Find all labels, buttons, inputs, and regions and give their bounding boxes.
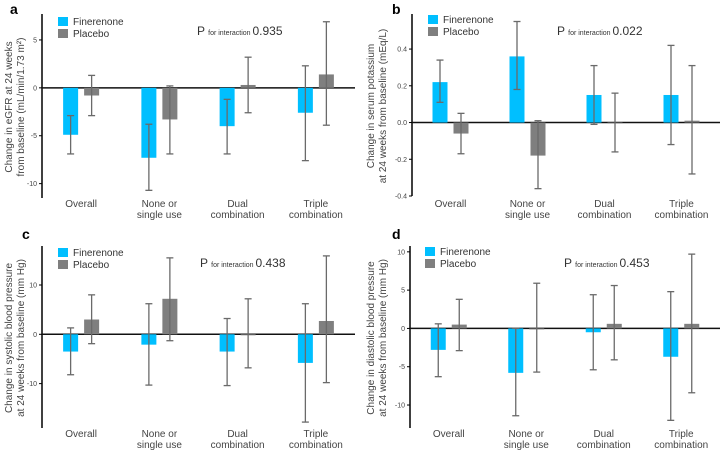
y-tick-label: 0.4 (397, 47, 407, 54)
legend-swatch-finerenone (58, 248, 68, 257)
y-tick-label: 5 (401, 288, 405, 295)
panel-b: b 0.4 0.2 0.0 -0.2 -0.4 Change in serum potass… (360, 0, 723, 225)
p-value: 0.935 (252, 24, 282, 38)
chart-potassium: b 0.4 0.2 0.0 -0.2 -0.4 Change in serum potass… (366, 1, 720, 221)
y-tick-label: 0.2 (397, 83, 407, 90)
legend-label-placebo: Placebo (73, 29, 110, 40)
category-label: Overall (433, 429, 465, 440)
panel-letter: b (392, 1, 401, 17)
category-label: Dual (227, 199, 248, 210)
y-tick-label: 10 (397, 249, 405, 256)
panel-c: c 10 0 -10 Change in systolic blood pressure… (0, 225, 360, 453)
category-label: single use (137, 440, 182, 451)
category-label: Triple (304, 199, 329, 210)
p-subscript: for interaction (211, 262, 255, 269)
panel-d: d 10 5 0 -5 -10 Change in diastolic blood pres… (360, 225, 723, 453)
p-interaction-annotation: P for interaction 0.022 (557, 24, 643, 38)
panel-letter: c (22, 226, 30, 242)
p-label: P (564, 256, 575, 270)
legend-swatch-placebo (428, 27, 438, 36)
p-label: P (197, 24, 208, 38)
legend-swatch-placebo (58, 29, 68, 38)
p-value: 0.022 (612, 24, 642, 38)
category-label: Overall (65, 199, 97, 210)
category-label: Triple (669, 199, 694, 210)
p-subscript: for interaction (568, 30, 612, 37)
legend-swatch-finerenone (58, 17, 68, 26)
y-tick-label: -5 (399, 364, 405, 371)
p-label: P (200, 256, 211, 270)
chart-diastolic-bp: d 10 5 0 -5 -10 Change in diastolic blood pres… (366, 226, 720, 451)
p-interaction-annotation: P for interaction 0.438 (200, 256, 286, 270)
legend-label-finerenone: Finerenone (443, 15, 494, 26)
y-tick-label: -5 (31, 133, 37, 140)
y-axis-label: at 24 weeks from baseline (mm Hg) (16, 259, 27, 417)
chart-systolic-bp: c 10 0 -10 Change in systolic blood pressure… (4, 226, 355, 451)
panel-a: a 5 0 -5 -10 Change in eGFR at 24 weeks from b… (0, 0, 360, 225)
y-axis-label: Change in serum potassium (366, 44, 377, 169)
y-axis-label: Change in diastolic blood pressure (366, 261, 377, 415)
category-label: None or (142, 199, 178, 210)
legend-label-placebo: Placebo (440, 259, 477, 270)
legend-label-finerenone: Finerenone (440, 247, 491, 258)
category-label: single use (504, 440, 549, 451)
y-tick-label: 0 (33, 332, 37, 339)
legend-swatch-finerenone (425, 247, 435, 256)
category-label: None or (508, 429, 544, 440)
p-label: P (557, 24, 568, 38)
legend-swatch-finerenone (428, 15, 438, 24)
category-label: combination (655, 210, 709, 221)
category-label: single use (505, 210, 550, 221)
legend-label-finerenone: Finerenone (73, 248, 124, 259)
category-label: None or (142, 429, 178, 440)
category-label: Dual (593, 429, 614, 440)
category-label: combination (577, 440, 631, 451)
y-axis-label: at 24 weeks from baseline (mm Hg) (378, 259, 389, 417)
legend-label-placebo: Placebo (443, 27, 480, 38)
category-label: combination (289, 210, 343, 221)
y-axis-label: Change in eGFR at 24 weeks (4, 41, 15, 172)
p-interaction-annotation: P for interaction 0.935 (197, 24, 283, 38)
category-label: Overall (65, 429, 97, 440)
chart-egfr: a 5 0 -5 -10 Change in eGFR at 24 weeks from b… (4, 1, 355, 221)
panel-letter: a (10, 1, 18, 17)
category-label: combination (654, 440, 708, 451)
y-axis-label: Change in systolic blood pressure (4, 263, 15, 414)
y-axis-label: at 24 weeks from baseline (mEq/L) (378, 29, 389, 184)
legend-label-finerenone: Finerenone (73, 17, 124, 28)
panel-letter: d (392, 226, 401, 242)
legend-label-placebo: Placebo (73, 260, 110, 271)
legend-swatch-placebo (425, 259, 435, 268)
y-tick-label: 0 (401, 326, 405, 333)
y-tick-label: -0.2 (395, 157, 407, 164)
legend-swatch-placebo (58, 260, 68, 269)
p-subscript: for interaction (575, 262, 619, 269)
y-tick-label: 0.0 (397, 120, 407, 127)
category-label: combination (211, 210, 265, 221)
p-value: 0.453 (619, 256, 649, 270)
y-axis-label: from baseline (mL/min/1.73 m²) (16, 38, 27, 177)
y-tick-label: 0 (33, 85, 37, 92)
y-tick-label: 5 (33, 37, 37, 44)
bar-finerenone (141, 87, 157, 158)
category-label: Dual (594, 199, 615, 210)
category-label: single use (137, 210, 182, 221)
category-label: Dual (227, 429, 248, 440)
category-label: None or (510, 199, 546, 210)
category-label: Triple (304, 429, 329, 440)
category-label: combination (211, 440, 265, 451)
category-label: combination (578, 210, 632, 221)
y-tick-label: 10 (29, 282, 37, 289)
y-tick-label: -10 (395, 403, 405, 410)
category-label: combination (289, 440, 343, 451)
category-label: Triple (669, 429, 694, 440)
y-tick-label: -10 (27, 181, 37, 188)
y-tick-label: -0.4 (395, 194, 407, 201)
bar-finerenone (63, 87, 79, 135)
category-label: Overall (435, 199, 467, 210)
y-tick-label: -10 (27, 381, 37, 388)
p-interaction-annotation: P for interaction 0.453 (564, 256, 650, 270)
p-subscript: for interaction (208, 30, 252, 37)
p-value: 0.438 (255, 256, 285, 270)
